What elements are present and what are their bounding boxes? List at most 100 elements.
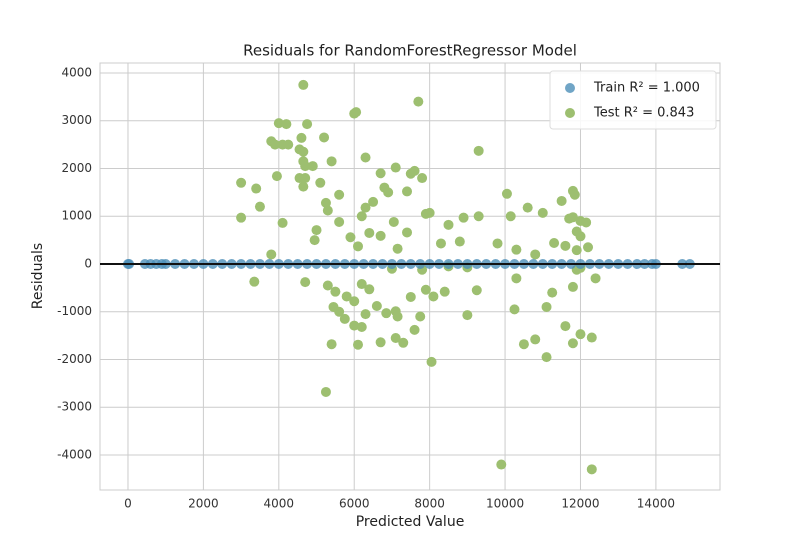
- point: [364, 284, 375, 295]
- point: [300, 161, 311, 172]
- point: [518, 339, 529, 350]
- point: [443, 219, 454, 230]
- y-tick-label: 1000: [61, 209, 92, 223]
- point: [339, 313, 350, 324]
- point: [251, 183, 262, 194]
- point: [296, 132, 307, 143]
- y-axis-label: Residuals: [30, 243, 46, 309]
- y-tick-label: 2000: [61, 161, 92, 175]
- y-tick-label: 3000: [61, 113, 92, 127]
- point: [417, 173, 428, 184]
- point: [435, 238, 446, 249]
- point: [398, 337, 409, 348]
- y-tick-label: 0: [84, 256, 92, 270]
- y-tick-label: -2000: [57, 352, 92, 366]
- marks: [100, 79, 720, 475]
- point: [300, 173, 311, 184]
- grid: 0 2000 4000 6000 8000 10000 12000 14000-4000-30…: [57, 63, 720, 511]
- point: [364, 227, 375, 238]
- point: [298, 146, 309, 157]
- point: [371, 301, 382, 312]
- point: [428, 291, 439, 302]
- chart-title: Residuals for RandomForestRegressor Mode…: [243, 42, 577, 60]
- point: [266, 249, 277, 260]
- legend-box: [549, 70, 717, 130]
- point: [567, 212, 578, 223]
- point: [530, 334, 541, 345]
- point: [360, 202, 371, 213]
- point: [537, 207, 548, 218]
- point: [547, 287, 558, 298]
- point: [368, 196, 379, 207]
- legend-marker: [565, 108, 575, 118]
- point: [392, 243, 403, 254]
- point: [471, 285, 482, 296]
- legend-marker: [565, 83, 575, 93]
- point: [522, 202, 533, 213]
- point: [353, 339, 364, 350]
- point: [560, 321, 571, 332]
- point: [541, 301, 552, 312]
- point: [334, 189, 345, 200]
- point: [254, 201, 265, 212]
- x-tick-label: 2000: [188, 497, 219, 511]
- point: [319, 132, 330, 143]
- point: [473, 211, 484, 222]
- point: [511, 273, 522, 284]
- legend-label: Train R² = 1.000: [593, 81, 700, 96]
- point: [541, 352, 552, 363]
- point: [575, 231, 586, 242]
- point: [320, 386, 331, 397]
- point: [424, 207, 435, 218]
- point: [556, 195, 567, 206]
- point: [360, 309, 371, 320]
- point: [322, 280, 333, 291]
- point: [309, 235, 320, 246]
- point: [249, 276, 260, 287]
- point: [270, 139, 281, 150]
- point: [549, 237, 560, 248]
- point: [530, 249, 541, 260]
- point: [567, 338, 578, 349]
- point: [277, 217, 288, 228]
- point: [298, 79, 309, 90]
- point: [415, 311, 426, 322]
- point: [439, 286, 450, 297]
- point: [505, 211, 516, 222]
- point: [315, 177, 326, 188]
- point: [405, 291, 416, 302]
- point: [473, 145, 484, 156]
- point: [345, 232, 356, 243]
- point: [409, 324, 420, 335]
- point: [307, 161, 318, 172]
- point: [281, 119, 292, 130]
- point: [326, 339, 337, 350]
- point: [298, 181, 309, 192]
- x-tick-label: 6000: [339, 497, 370, 511]
- point: [586, 464, 597, 475]
- point: [458, 212, 469, 223]
- point: [283, 139, 294, 150]
- x-tick-label: 8000: [414, 497, 445, 511]
- point: [409, 165, 420, 176]
- point: [302, 119, 313, 130]
- point: [402, 186, 413, 197]
- point: [501, 188, 512, 199]
- point: [322, 205, 333, 216]
- point: [390, 162, 401, 173]
- point: [334, 306, 345, 317]
- point: [334, 216, 345, 227]
- point: [375, 168, 386, 179]
- point: [420, 284, 431, 295]
- series: [236, 79, 601, 475]
- point: [590, 273, 601, 284]
- point: [509, 304, 520, 315]
- point: [271, 171, 282, 182]
- point: [426, 356, 437, 367]
- legend: Train R² = 1.000 Test R² = 0.843: [549, 70, 717, 130]
- legend-label: Test R² = 0.843: [593, 106, 694, 121]
- x-tick-label: 12000: [561, 497, 599, 511]
- x-tick-label: 10000: [486, 497, 524, 511]
- point: [511, 244, 522, 255]
